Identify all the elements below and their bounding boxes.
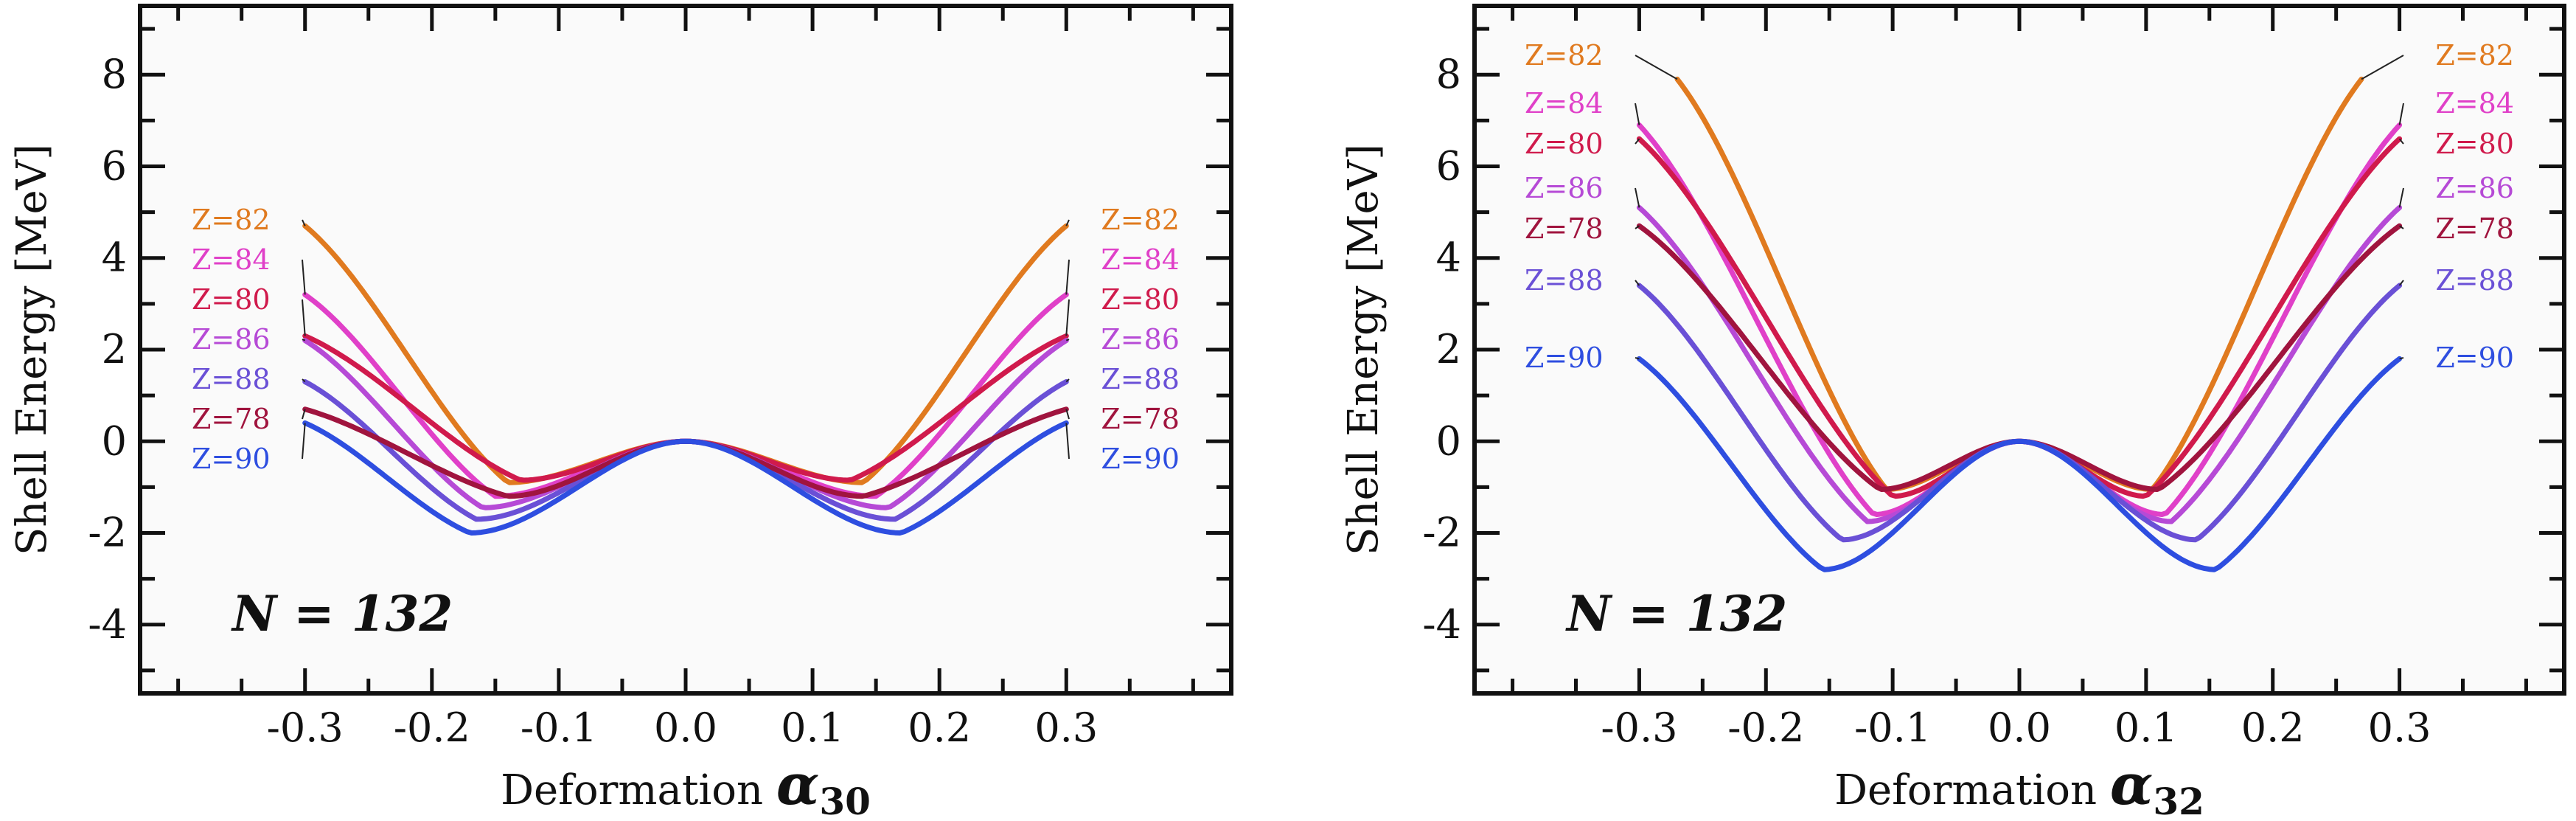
leader-line-right — [2398, 187, 2404, 208]
leader-line-left — [1635, 138, 1640, 145]
y-tick-label: 0 — [1436, 418, 1461, 464]
series-label-right: Z=84 — [1101, 243, 1180, 276]
series-label-left: Z=84 — [192, 243, 271, 276]
series-label-left: Z=82 — [192, 204, 271, 236]
y-tick-label: 4 — [102, 235, 127, 281]
x-tick-label: 0.2 — [2241, 704, 2305, 751]
leader-line-left — [302, 259, 306, 295]
leader-line-left — [302, 339, 306, 342]
x-axis-title: Deformation α32 — [1834, 752, 2204, 821]
x-tick-label: -0.1 — [521, 704, 597, 751]
y-tick-label: -4 — [1422, 601, 1461, 648]
leader-line-right — [1065, 259, 1070, 295]
x-tick-label: -0.2 — [394, 704, 470, 751]
y-tick-label: 8 — [102, 51, 127, 97]
chart-panel-right: 8 6 4 2 0 -2 -4 -0.3 -0.2 -0.1 0.0 0.1 0.2 0.3 Shell E… — [1340, 4, 2566, 821]
x-tick-label: -0.1 — [1854, 704, 1931, 751]
leader-line-left — [1635, 280, 1640, 286]
leader-line-left — [302, 219, 306, 226]
leader-line-left — [302, 423, 306, 460]
y-tick-label: -2 — [1422, 510, 1461, 556]
y-tick-label: 2 — [1436, 326, 1461, 373]
y-axis-title: Shell Energy [MeV] — [1340, 144, 1388, 555]
leader-line-right — [1065, 219, 1070, 226]
x-tick-label: -0.3 — [267, 704, 344, 751]
series-label-left: Z=86 — [1525, 172, 1604, 204]
series-label-left: Z=78 — [1525, 212, 1604, 245]
y-tick-label: 8 — [1436, 51, 1461, 97]
leader-line-left — [1635, 103, 1640, 125]
y-tick-label: -2 — [88, 510, 127, 556]
series-label-right: Z=86 — [1101, 323, 1180, 356]
series-label-left: Z=82 — [1525, 39, 1604, 72]
x-tick-label: 0.1 — [781, 704, 844, 751]
x-axis-title: Deformation α30 — [501, 752, 871, 821]
y-tick-label: -4 — [88, 601, 127, 648]
leader-line-left — [1635, 55, 1678, 80]
plot-frame — [1472, 4, 2566, 696]
series-label-left: Z=90 — [192, 443, 271, 475]
x-tick-label: 0.3 — [2368, 704, 2431, 751]
leader-line-right — [2399, 225, 2404, 229]
series-label-left: Z=80 — [192, 283, 271, 316]
series-label-right: Z=80 — [2435, 128, 2514, 160]
series-label-right: Z=80 — [1101, 283, 1180, 316]
y-tick-label: 2 — [102, 326, 127, 373]
series-label-left: Z=78 — [192, 403, 271, 435]
series-label-right: Z=86 — [2435, 172, 2514, 204]
leader-line-right — [1065, 378, 1070, 383]
chart-panel-left: 8 6 4 2 0 -2 -4 -0.3 -0.2 -0.1 0.0 0.1 0.2 0.3 Shell E… — [8, 4, 1233, 821]
series-label-left: Z=86 — [192, 323, 271, 356]
series-label-left: Z=88 — [192, 363, 271, 395]
leader-line-right — [1065, 423, 1070, 460]
chart-annotation: N = 132 — [1565, 585, 1787, 642]
series-label-right: Z=90 — [1101, 443, 1180, 475]
series-label-right: Z=90 — [2435, 342, 2514, 374]
y-tick-label: 0 — [102, 418, 127, 464]
series-label-left: Z=90 — [1525, 342, 1604, 374]
y-axis-title: Shell Energy [MeV] — [8, 144, 56, 555]
leader-line-left — [1635, 187, 1640, 208]
series-label-right: Z=88 — [1101, 363, 1180, 395]
y-tick-label: 6 — [1436, 142, 1461, 189]
series-label-right: Z=78 — [1101, 403, 1180, 435]
leader-line-left — [302, 299, 306, 336]
x-tick-label: 0.0 — [654, 704, 717, 751]
x-tick-label: -0.2 — [1727, 704, 1804, 751]
x-tick-label: 0.2 — [908, 704, 971, 751]
y-tick-label: 4 — [1436, 235, 1461, 281]
leader-line-left — [302, 378, 306, 383]
leader-line-right — [2398, 280, 2404, 286]
series-label-right: Z=88 — [2435, 264, 2514, 297]
series-label-left: Z=84 — [1525, 87, 1604, 119]
leader-line-right — [2361, 55, 2404, 80]
series-label-right: Z=78 — [2435, 212, 2514, 245]
chart-annotation: N = 132 — [231, 585, 453, 642]
series-label-left: Z=80 — [1525, 128, 1604, 160]
series-line — [302, 420, 1069, 536]
leader-line-right — [2398, 103, 2404, 125]
x-tick-label: 0.0 — [1988, 704, 2051, 751]
leader-line-right — [1065, 339, 1070, 342]
series-line — [1636, 356, 2403, 572]
x-tick-label: -0.3 — [1601, 704, 1677, 751]
series-label-left: Z=88 — [1525, 264, 1604, 297]
leader-line-left — [1635, 225, 1640, 229]
leader-line-right — [1065, 409, 1070, 420]
leader-line-right — [2398, 138, 2404, 145]
x-tick-label: 0.3 — [1034, 704, 1098, 751]
y-tick-label: 6 — [102, 142, 127, 189]
x-tick-label: 0.1 — [2114, 704, 2178, 751]
leader-line-left — [302, 409, 306, 420]
series-label-right: Z=84 — [2435, 87, 2514, 119]
series-label-right: Z=82 — [1101, 204, 1180, 236]
leader-line-right — [1065, 299, 1070, 336]
series-label-right: Z=82 — [2435, 39, 2514, 72]
